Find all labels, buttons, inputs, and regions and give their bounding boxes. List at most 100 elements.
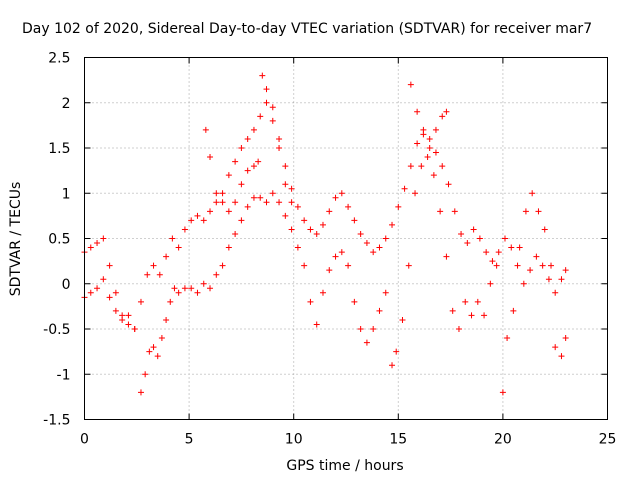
data-point bbox=[207, 154, 214, 161]
data-point bbox=[389, 362, 396, 369]
data-point bbox=[263, 199, 270, 206]
data-point bbox=[307, 226, 314, 233]
data-point bbox=[370, 249, 377, 256]
data-point bbox=[414, 108, 421, 115]
data-point bbox=[156, 271, 163, 278]
data-point bbox=[87, 289, 94, 296]
data-point bbox=[338, 190, 345, 197]
data-point bbox=[504, 335, 511, 342]
data-point bbox=[255, 158, 262, 165]
data-point bbox=[244, 135, 251, 142]
data-point bbox=[288, 226, 295, 233]
data-point bbox=[351, 217, 358, 224]
data-point bbox=[163, 316, 170, 323]
axis-ticks: -1.5 -1 -0.5 0 0.5 1 1.5 2 2.5 0 5 10 15 20 25 bbox=[43, 51, 616, 448]
data-point bbox=[175, 244, 182, 251]
data-point bbox=[263, 86, 270, 93]
data-point bbox=[207, 208, 214, 215]
data-point bbox=[213, 199, 220, 206]
data-point bbox=[225, 172, 232, 179]
data-point bbox=[238, 145, 245, 151]
data-point bbox=[142, 371, 149, 378]
data-point bbox=[154, 353, 161, 360]
data-point bbox=[439, 163, 446, 170]
data-point bbox=[376, 244, 383, 251]
data-point bbox=[232, 158, 239, 165]
data-point bbox=[345, 203, 352, 210]
data-point bbox=[200, 217, 207, 224]
data-point bbox=[432, 149, 439, 156]
data-point bbox=[414, 140, 421, 147]
data-point bbox=[535, 208, 542, 215]
data-point bbox=[288, 185, 295, 192]
data-point bbox=[470, 226, 477, 233]
data-point bbox=[499, 389, 506, 396]
data-point bbox=[301, 262, 308, 269]
y-tick-label: 0 bbox=[62, 277, 71, 293]
data-point bbox=[288, 199, 295, 206]
data-point bbox=[449, 307, 456, 314]
x-tick-label: 25 bbox=[599, 432, 617, 448]
data-point bbox=[382, 289, 389, 296]
data-point bbox=[158, 335, 165, 342]
data-point bbox=[282, 163, 289, 170]
data-point bbox=[244, 167, 251, 174]
data-point bbox=[232, 230, 239, 237]
data-point bbox=[181, 285, 188, 292]
data-point bbox=[326, 208, 333, 215]
data-point bbox=[520, 280, 527, 287]
data-point bbox=[219, 190, 226, 197]
data-point bbox=[420, 131, 427, 138]
data-point bbox=[370, 326, 377, 332]
data-point bbox=[276, 199, 283, 206]
data-point bbox=[481, 312, 488, 319]
data-point bbox=[119, 316, 126, 323]
data-point bbox=[476, 235, 483, 242]
data-point bbox=[437, 208, 444, 215]
data-point bbox=[131, 326, 138, 332]
data-point bbox=[125, 321, 132, 328]
data-point bbox=[181, 226, 188, 233]
data-point bbox=[250, 126, 257, 133]
data-point bbox=[376, 307, 383, 314]
y-tick-label: 1 bbox=[62, 186, 71, 202]
data-point bbox=[527, 267, 534, 274]
series-track-b bbox=[81, 154, 569, 396]
data-point bbox=[363, 240, 370, 247]
data-point bbox=[533, 253, 540, 260]
y-tick-label: 1.5 bbox=[48, 141, 70, 157]
data-point bbox=[282, 181, 289, 188]
data-point bbox=[464, 240, 471, 247]
data-point bbox=[167, 298, 174, 305]
y-tick-label: 2.5 bbox=[48, 51, 70, 67]
data-point bbox=[276, 135, 283, 142]
data-point bbox=[426, 145, 433, 151]
data-point bbox=[539, 262, 546, 269]
data-point bbox=[259, 72, 266, 79]
data-point bbox=[487, 280, 494, 287]
data-point bbox=[244, 203, 251, 210]
data-point bbox=[418, 163, 425, 170]
data-point bbox=[257, 194, 264, 201]
data-point bbox=[94, 285, 101, 292]
data-point bbox=[468, 312, 475, 319]
data-point bbox=[269, 104, 276, 111]
y-tick-label: -0.5 bbox=[43, 322, 70, 338]
data-point bbox=[455, 326, 462, 332]
data-point bbox=[313, 321, 320, 328]
data-point bbox=[250, 194, 257, 201]
data-points bbox=[81, 72, 569, 396]
data-point bbox=[294, 244, 301, 251]
data-point bbox=[345, 262, 352, 269]
data-point bbox=[125, 312, 132, 319]
data-point bbox=[489, 258, 496, 265]
data-point bbox=[313, 230, 320, 237]
data-point bbox=[307, 298, 314, 305]
data-point bbox=[545, 276, 552, 283]
data-point bbox=[171, 285, 178, 292]
x-tick-label: 0 bbox=[80, 432, 89, 448]
data-point bbox=[137, 298, 144, 305]
data-point bbox=[338, 249, 345, 256]
data-point bbox=[188, 285, 195, 292]
x-axis-label: GPS time / hours bbox=[286, 458, 403, 474]
